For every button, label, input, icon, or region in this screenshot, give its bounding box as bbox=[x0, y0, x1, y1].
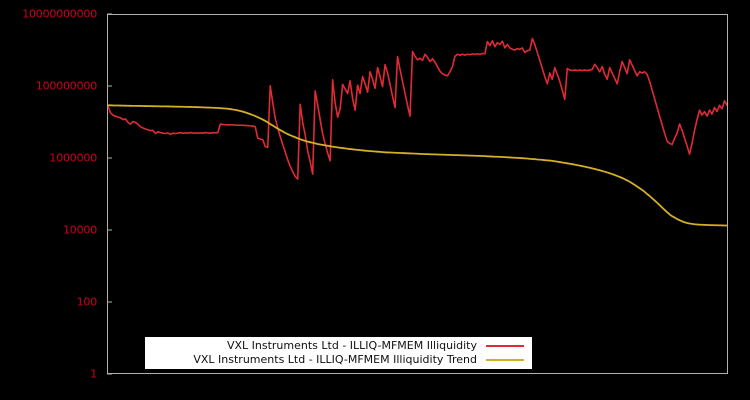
y-tick-label: 10000 bbox=[63, 223, 97, 237]
y-tick-mark bbox=[107, 373, 112, 375]
series-line-illiquidity-trend bbox=[108, 105, 727, 225]
y-tick-mark bbox=[107, 13, 112, 15]
legend-item-illiquidity[interactable]: VXL Instruments Ltd - ILLIQ-MFMEM Illiqu… bbox=[145, 339, 532, 353]
legend-label-illiquidity: VXL Instruments Ltd - ILLIQ-MFMEM Illiqu… bbox=[226, 339, 477, 352]
plot-area bbox=[107, 14, 728, 374]
y-axis: 10000000000 100000000 1000000 10000 100 1 bbox=[0, 0, 103, 400]
y-tick-label: 10000000000 bbox=[22, 7, 97, 21]
y-tick-mark bbox=[107, 229, 112, 231]
y-tick-label: 100 bbox=[76, 295, 98, 309]
y-tick-mark bbox=[107, 157, 112, 159]
chart-legend: VXL Instruments Ltd - ILLIQ-MFMEM Illiqu… bbox=[145, 337, 532, 369]
legend-swatch-illiquidity-trend bbox=[486, 359, 524, 361]
plot-svg bbox=[108, 15, 727, 373]
legend-swatch-illiquidity bbox=[486, 345, 524, 347]
series-line-illiquidity bbox=[108, 39, 727, 180]
legend-label-illiquidity-trend: VXL Instruments Ltd - ILLIQ-MFMEM Illiqu… bbox=[193, 353, 477, 366]
y-tick-mark bbox=[107, 85, 112, 87]
y-tick-label: 1000000 bbox=[49, 151, 97, 165]
y-tick-label: 100000000 bbox=[35, 79, 97, 93]
y-tick-mark bbox=[107, 301, 112, 303]
legend-item-illiquidity-trend[interactable]: VXL Instruments Ltd - ILLIQ-MFMEM Illiqu… bbox=[145, 353, 532, 367]
y-tick-label: 1 bbox=[90, 367, 97, 381]
